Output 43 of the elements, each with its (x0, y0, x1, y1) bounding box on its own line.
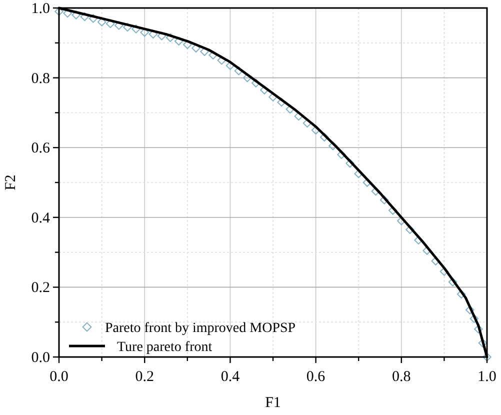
point (72, 10, 80, 20)
legend-label: Ture pareto front (117, 340, 212, 355)
x-tick-label: 0.8 (392, 369, 411, 385)
point (448, 278, 458, 286)
point (470, 314, 479, 323)
y-axis-title: F2 (3, 174, 19, 190)
x-tick-label: 0.4 (220, 369, 240, 385)
point (80, 12, 90, 22)
point (440, 267, 449, 276)
y-tick-label: 0.2 (31, 280, 50, 296)
point (346, 158, 354, 168)
y-tick-label: 0.6 (31, 140, 50, 157)
point (252, 78, 260, 88)
x-tick-label: 1.0 (478, 369, 496, 385)
point (456, 290, 466, 299)
point (148, 30, 158, 39)
point (157, 32, 166, 40)
point (114, 21, 124, 30)
point (320, 132, 329, 142)
point (371, 186, 380, 196)
x-tick-label: 0.6 (306, 369, 326, 385)
point (478, 338, 488, 348)
point (166, 33, 175, 42)
point (208, 50, 218, 60)
y-tick-label: 1.0 (31, 1, 50, 17)
point (132, 24, 140, 34)
point (123, 22, 132, 32)
y-tick-label: 0.0 (31, 350, 50, 366)
point (406, 225, 414, 234)
x-tick-label: 0.0 (50, 369, 68, 385)
x-tick-label: 0.2 (135, 369, 154, 385)
point (466, 306, 474, 314)
x-axis-title: F1 (265, 395, 281, 411)
point (474, 324, 483, 334)
y-tick-label: 0.8 (31, 70, 50, 87)
legend-label: Pareto front by improved MOPSP (105, 321, 296, 336)
y-tick-label: 0.4 (31, 210, 50, 226)
point (174, 36, 184, 46)
point (380, 196, 389, 204)
point (482, 352, 492, 362)
point (328, 141, 338, 150)
point (88, 14, 98, 23)
point (337, 150, 346, 159)
